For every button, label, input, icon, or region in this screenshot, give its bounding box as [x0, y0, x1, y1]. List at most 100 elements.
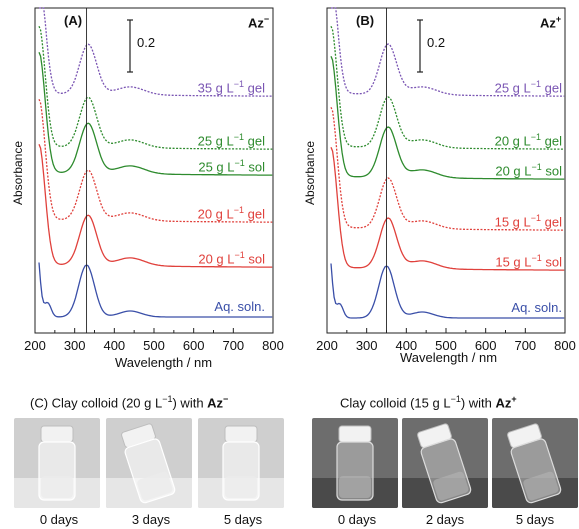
x-tick-label: 300 [64, 338, 86, 353]
trace-label-state: sol [541, 163, 562, 179]
vial-photo [106, 418, 192, 508]
panel-b-compound-name: Az [540, 15, 556, 31]
trace-label-state: gel [244, 80, 265, 96]
trace-label-state: sol [541, 254, 562, 270]
trace-label-exp: −1 [234, 158, 245, 168]
trace-label-exp: −1 [234, 250, 245, 260]
x-tick-label: 700 [222, 338, 244, 353]
panel-b-scalebar-label: 0.2 [427, 35, 446, 50]
vial-photo [198, 418, 284, 508]
panel-b-compound: Az+ [540, 14, 561, 30]
panel-b-charge: + [555, 14, 562, 24]
trace-label: Aq. soln. [511, 300, 562, 315]
trace-label: 20 g L−1 sol [198, 250, 265, 266]
spectrum-trace [330, 55, 565, 180]
trace-label-exp: −1 [233, 205, 245, 215]
trace-label: 15 g L−1 gel [495, 213, 562, 229]
panel-a-xlabel: Wavelength / nm [115, 355, 213, 370]
trace-label-text: 25 g L [494, 80, 531, 96]
spectra-panel-b: 200 300 400 500 600 700 800 [316, 7, 576, 353]
trace-label-exp: −1 [530, 213, 542, 223]
panel-a-compound-name: Az [248, 15, 264, 31]
caption-left-charge: − [223, 394, 229, 404]
trace-label-text: 25 g L [197, 133, 234, 149]
spectrum-trace [39, 7, 273, 97]
trace-label-exp: −1 [531, 253, 542, 263]
panel-a-charge: − [263, 14, 270, 24]
day-label: 3 days [131, 512, 171, 527]
caption-right-suffix: ) with [460, 395, 496, 411]
day-label: 5 days [223, 512, 263, 527]
spectrum-trace [38, 262, 273, 318]
trace-label: 25 g L−1 gel [495, 79, 562, 95]
day-label: 5 days [515, 512, 555, 527]
vial-photo [14, 418, 100, 508]
spectrum-trace [330, 146, 565, 271]
trace-label: 25 g L−1 gel [198, 132, 265, 148]
spectra-panel-a: 200 300 400 500 600 700 800 [24, 7, 284, 353]
trace-label-text: 35 g L [197, 80, 234, 96]
trace-label-state: sol [244, 159, 265, 175]
caption-right-exp: −1 [450, 394, 461, 404]
day-label: 0 days [337, 512, 377, 527]
x-tick-label: 800 [262, 338, 284, 353]
caption-right-compound: Az [495, 395, 512, 411]
spectrum-trace [38, 98, 273, 223]
panel-b-xlabel: Wavelength / nm [400, 350, 498, 365]
panel-a-compound: Az− [248, 14, 269, 30]
x-tick-label: 400 [103, 338, 125, 353]
trace-label-text: 20 g L [494, 133, 531, 149]
trace-label: Aq. soln. [214, 299, 265, 314]
trace-label-state: sol [244, 251, 265, 267]
caption-right-prefix: Clay colloid (15 g L [340, 395, 451, 411]
spectrum-trace [38, 143, 273, 268]
caption-left-compound: Az [207, 395, 224, 411]
trace-label-exp: −1 [233, 79, 245, 89]
trace-label: 20 g L−1 sol [495, 162, 562, 178]
trace-label-state: gel [541, 80, 562, 96]
trace-label-exp: −1 [531, 162, 542, 172]
spectrum-trace [38, 51, 273, 176]
vial-photo [312, 418, 398, 508]
spectrum-trace [331, 7, 565, 97]
x-tick-label: 600 [183, 338, 205, 353]
x-tick-label: 500 [143, 338, 165, 353]
trace-label-state: gel [541, 214, 562, 230]
trace-label-state: gel [244, 133, 265, 149]
trace-label-text: 20 g L [197, 206, 234, 222]
x-tick-label: 400 [395, 338, 417, 353]
trace-label: 20 g L−1 gel [198, 205, 265, 221]
panel-a-scalebar-label: 0.2 [137, 35, 156, 50]
panel-a-letter: (A) [64, 13, 83, 28]
trace-label: 15 g L−1 sol [495, 253, 562, 269]
trace-label-text: 15 g L [495, 254, 532, 270]
caption-left-prefix: (C) Clay colloid (20 g L [30, 395, 163, 411]
x-tick-label: 600 [475, 338, 497, 353]
trace-label-state: gel [541, 133, 562, 149]
vial-photo [402, 418, 488, 508]
x-tick-label: 500 [435, 338, 457, 353]
caption-right-charge: + [511, 394, 517, 404]
x-tick-label: 300 [356, 338, 378, 353]
x-tick-label: 200 [24, 338, 46, 353]
day-label: 0 days [39, 512, 79, 527]
vial-photo [492, 418, 578, 508]
x-tick-label: 700 [514, 338, 536, 353]
x-tick-label: 200 [316, 338, 338, 353]
trace-label-text: 25 g L [198, 159, 235, 175]
trace-label: 25 g L−1 sol [198, 158, 265, 174]
spectrum-trace [38, 25, 273, 150]
photo-caption-right: Clay colloid (15 g L−1) with Az+ [340, 394, 517, 410]
trace-label-exp: −1 [233, 132, 245, 142]
trace-label-text: Aq. soln. [511, 300, 562, 315]
trace-label: 35 g L−1 gel [198, 79, 265, 95]
photo-caption-left: (C) Clay colloid (20 g L−1) with Az− [30, 394, 228, 410]
spectrum-trace [330, 263, 565, 319]
trace-label-text: 20 g L [495, 163, 532, 179]
caption-left-suffix: ) with [172, 395, 208, 411]
trace-label-state: gel [244, 206, 265, 222]
caption-left-exp: −1 [162, 394, 173, 404]
trace-label-text: 15 g L [494, 214, 531, 230]
trace-label-exp: −1 [530, 79, 542, 89]
